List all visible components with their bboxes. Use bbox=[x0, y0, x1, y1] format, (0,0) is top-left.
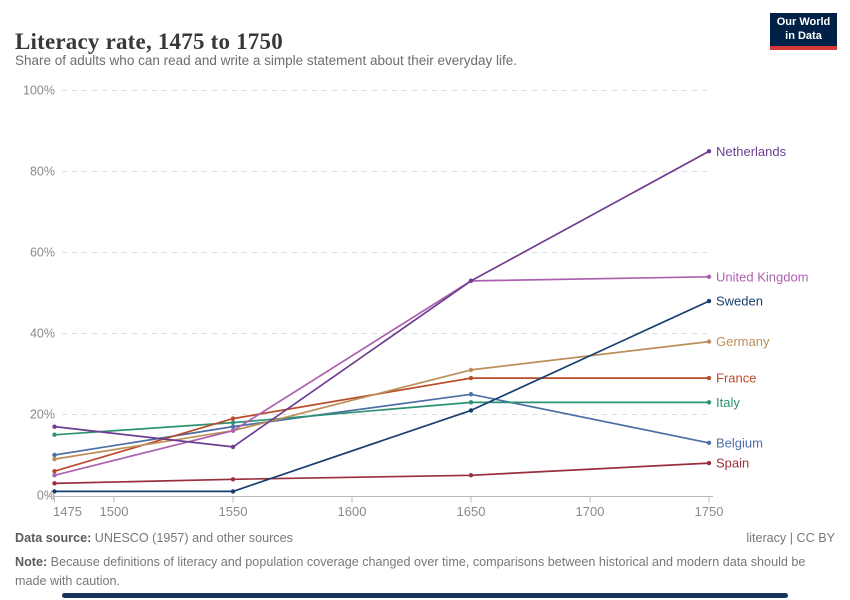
point-united-kingdom-1475 bbox=[52, 473, 57, 478]
page-title: Literacy rate, 1475 to 1750 bbox=[15, 29, 283, 55]
point-netherlands-1550 bbox=[230, 444, 236, 450]
series-label-france[interactable]: France bbox=[716, 371, 756, 386]
owid-logo-line1: Our World bbox=[776, 16, 831, 28]
x-axis-label-1475: 1475 bbox=[53, 504, 82, 519]
y-axis-label-100: 100% bbox=[23, 84, 55, 98]
y-axis-label-0: 0% bbox=[37, 489, 55, 503]
series-label-united-kingdom[interactable]: United Kingdom bbox=[716, 269, 809, 284]
line-united-kingdom[interactable] bbox=[53, 275, 710, 477]
point-belgium-1750 bbox=[706, 440, 712, 446]
line-netherlands[interactable] bbox=[53, 150, 710, 448]
y-axis-label-80: 80% bbox=[30, 165, 55, 179]
series-label-italy[interactable]: Italy bbox=[716, 395, 740, 410]
point-spain-1475 bbox=[52, 481, 57, 486]
x-axis-label-1500: 1500 bbox=[100, 504, 129, 519]
point-france-1475 bbox=[52, 469, 57, 474]
point-france-1750 bbox=[706, 375, 712, 381]
point-sweden-1475 bbox=[52, 489, 57, 494]
x-axis-label-1600: 1600 bbox=[338, 504, 367, 519]
line-italy[interactable] bbox=[53, 401, 710, 436]
x-axis-label-1750: 1750 bbox=[695, 504, 724, 519]
point-italy-1550 bbox=[230, 420, 236, 425]
line-sweden[interactable] bbox=[53, 300, 710, 493]
point-germany-1650 bbox=[468, 367, 474, 373]
note-label: Note: bbox=[15, 555, 48, 569]
note-text: Because definitions of literacy and popu… bbox=[15, 555, 806, 589]
owid-logo-line2: in Data bbox=[785, 29, 822, 42]
point-france-1550 bbox=[230, 416, 236, 421]
x-axis-label-1650: 1650 bbox=[457, 504, 486, 519]
point-sweden-1550 bbox=[230, 489, 236, 494]
series-label-germany[interactable]: Germany bbox=[716, 334, 770, 349]
point-spain-1650 bbox=[468, 473, 474, 478]
data-source-label: Data source: bbox=[15, 531, 92, 545]
point-spain-1550 bbox=[230, 477, 236, 482]
point-germany-1750 bbox=[706, 339, 712, 344]
point-belgium-1550 bbox=[230, 424, 236, 429]
line-chart-canvas: 0% 20% 40% 60% 80% 100% 1475 1500 1550 1600 1650 17… bbox=[23, 84, 809, 519]
footer-source-row: Data source: UNESCO (1957) and other sou… bbox=[15, 531, 835, 545]
point-spain-1750 bbox=[706, 460, 712, 466]
point-netherlands-1750 bbox=[706, 149, 712, 154]
data-source-text: UNESCO (1957) and other sources bbox=[91, 531, 293, 545]
point-united-kingdom-1550 bbox=[230, 428, 236, 433]
y-axis-label-60: 60% bbox=[30, 246, 55, 260]
y-axis-label-40: 40% bbox=[30, 327, 55, 341]
owid-logo[interactable]: Our World in Data bbox=[770, 13, 837, 50]
point-belgium-1475 bbox=[52, 452, 57, 458]
line-spain[interactable] bbox=[53, 462, 710, 485]
point-belgium-1650 bbox=[468, 392, 474, 397]
line-belgium[interactable] bbox=[53, 393, 710, 456]
footer-note: Note: Because definitions of literacy an… bbox=[15, 553, 821, 591]
x-axis-label-1700: 1700 bbox=[576, 504, 605, 519]
x-axis-label-1550: 1550 bbox=[219, 504, 248, 519]
timeline-slider[interactable] bbox=[62, 593, 788, 598]
point-netherlands-1650 bbox=[468, 278, 474, 284]
series-label-belgium[interactable]: Belgium bbox=[716, 435, 763, 450]
point-italy-1650 bbox=[468, 400, 474, 405]
point-france-1650 bbox=[468, 375, 474, 381]
series-label-spain[interactable]: Spain bbox=[716, 456, 749, 471]
point-italy-1750 bbox=[706, 400, 712, 405]
license-link[interactable]: literacy | CC BY bbox=[746, 531, 835, 545]
series-label-netherlands[interactable]: Netherlands bbox=[716, 144, 787, 159]
chart-subtitle: Share of adults who can read and write a… bbox=[15, 53, 518, 68]
point-sweden-1750 bbox=[706, 298, 712, 304]
point-netherlands-1475 bbox=[52, 424, 57, 429]
point-united-kingdom-1750 bbox=[706, 274, 712, 279]
point-germany-1475 bbox=[52, 456, 57, 462]
y-axis-label-20: 20% bbox=[30, 408, 55, 422]
point-sweden-1650 bbox=[468, 408, 474, 413]
point-italy-1475 bbox=[52, 432, 57, 437]
series-label-sweden[interactable]: Sweden bbox=[716, 294, 763, 309]
